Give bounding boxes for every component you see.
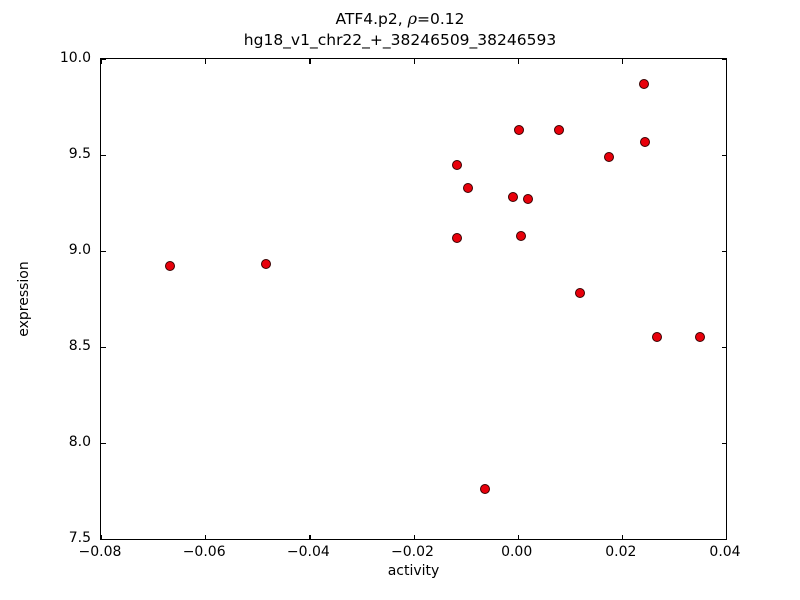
x-tick-mark [101, 534, 103, 539]
y-tick-label: 10.0 [59, 50, 91, 66]
scatter-point [164, 261, 175, 272]
y-axis-label: expression [16, 261, 32, 337]
y-tick-mark [101, 59, 106, 61]
x-tick-mark [205, 534, 207, 539]
x-tick-mark-top [309, 59, 311, 64]
x-tick-label: −0.02 [391, 544, 434, 560]
y-tick-label: 8.5 [68, 338, 91, 354]
y-tick-mark-right [721, 251, 726, 253]
scatter-point [451, 232, 462, 243]
scatter-point [516, 230, 527, 241]
y-tick-mark [101, 347, 106, 349]
x-tick-mark [413, 534, 415, 539]
x-tick-mark-top [205, 59, 207, 64]
scatter-point [640, 136, 651, 147]
x-tick-mark [726, 534, 728, 539]
y-tick-mark [101, 539, 106, 541]
x-tick-mark-top [101, 59, 103, 64]
x-tick-mark-top [621, 59, 624, 64]
y-tick-mark [101, 443, 106, 445]
scatter-point [260, 259, 271, 270]
y-tick-mark [101, 155, 106, 157]
x-tick-label: 0.02 [605, 544, 637, 560]
x-tick-label: −0.04 [286, 544, 330, 560]
scatter-point [652, 332, 663, 343]
scatter-point [513, 125, 524, 136]
x-tick-label: 0.00 [501, 544, 533, 560]
scatter-point [451, 159, 462, 170]
y-tick-mark-right [721, 155, 726, 157]
x-tick-mark-top [517, 59, 519, 64]
chart-title: ATF4.p2, ρ=0.12 hg18_v1_chr22_+_38246509… [0, 8, 800, 51]
scatter-point [639, 78, 650, 89]
scatter-point [574, 288, 585, 299]
chart-title-line-1: ATF4.p2, ρ=0.12 [0, 8, 800, 30]
scatter-point [507, 192, 518, 203]
x-axis-label: activity [387, 563, 440, 579]
x-tick-mark [621, 534, 624, 539]
scatter-point [694, 332, 705, 343]
x-tick-mark [309, 534, 311, 539]
y-tick-label: 9.0 [68, 242, 91, 258]
y-tick-mark-right [721, 59, 726, 61]
chart-title-line-2: hg18_v1_chr22_+_38246509_38246593 [243, 31, 557, 49]
x-tick-mark [517, 534, 519, 539]
x-tick-label: −0.06 [182, 544, 226, 560]
scatter-point [554, 125, 565, 136]
scatter-point [462, 182, 473, 193]
scatter-point [603, 151, 614, 162]
y-tick-label: 7.5 [68, 530, 91, 546]
y-tick-mark-right [721, 539, 726, 541]
x-tick-mark-top [726, 59, 728, 64]
scatter-point [522, 194, 533, 205]
x-tick-label: −0.08 [78, 544, 122, 560]
scatter-point [479, 484, 490, 495]
y-tick-mark [101, 251, 106, 253]
plot-area [100, 58, 728, 541]
y-tick-label: 8.0 [68, 434, 91, 450]
rho-value: =0.12 [417, 10, 465, 28]
y-tick-mark-right [721, 347, 726, 349]
y-tick-mark-right [721, 443, 726, 445]
y-tick-label: 9.5 [68, 146, 91, 162]
x-tick-mark-top [413, 59, 415, 64]
chart-title-prefix: ATF4.p2, [335, 10, 408, 28]
scatter-points-layer [101, 59, 726, 539]
rho-symbol: ρ [407, 9, 418, 28]
x-tick-label: 0.04 [709, 544, 741, 560]
